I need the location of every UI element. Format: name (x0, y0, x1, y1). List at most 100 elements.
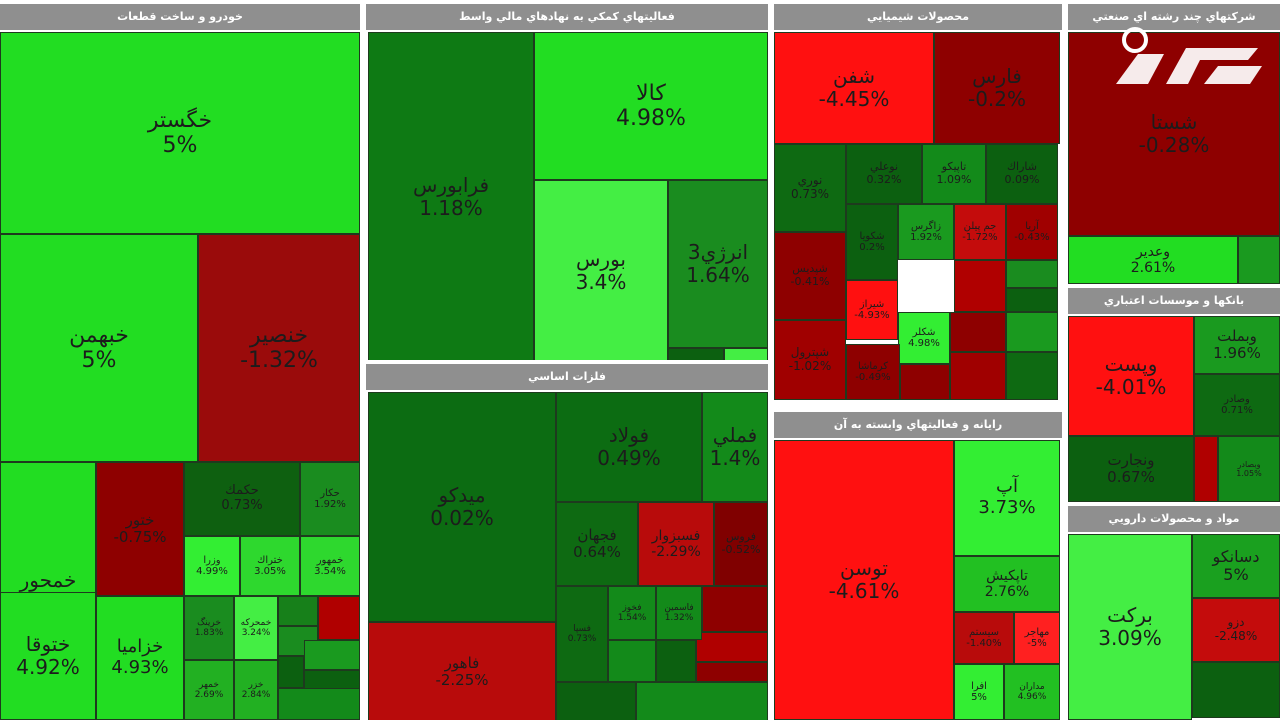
stock-tile[interactable]: خزر 2.84% (234, 660, 278, 720)
minor-stock-tile[interactable] (304, 640, 360, 670)
minor-stock-tile[interactable] (668, 348, 724, 360)
stock-tile[interactable]: فسپا 0.73% (556, 586, 608, 682)
stock-tile[interactable]: شپديس -0.41% (774, 232, 846, 320)
stock-tile[interactable]: سيستم -1.40% (954, 612, 1014, 664)
stock-tile[interactable]: فارس -0.2% (934, 32, 1060, 144)
percent-change: 3.24% (241, 628, 271, 638)
minor-stock-tile[interactable] (954, 260, 1006, 312)
stock-tile[interactable]: ختوقا 4.92% (0, 592, 96, 720)
stock-tile[interactable]: حكار 1.92% (300, 462, 360, 536)
stock-tile[interactable]: فملي 1.4% (702, 392, 768, 502)
treemap-area: وپست -4.01% وبملت 1.96% وصادر 0.71% ونجارت 0.67… (1068, 316, 1280, 502)
minor-stock-tile[interactable] (950, 312, 1006, 352)
minor-stock-tile[interactable] (318, 596, 360, 640)
stock-tile[interactable]: خزاميا 4.93% (96, 596, 184, 720)
minor-stock-tile[interactable] (556, 682, 636, 720)
minor-stock-tile[interactable] (636, 682, 768, 720)
minor-stock-tile[interactable] (1194, 436, 1218, 502)
percent-change: -0.28% (1138, 133, 1210, 157)
stock-tile[interactable]: بركت 3.09% (1068, 534, 1192, 720)
stock-tile[interactable]: خگستر 5% (0, 32, 360, 234)
stock-tile[interactable]: شاراك 0.09% (986, 144, 1058, 204)
minor-stock-tile[interactable] (1192, 662, 1280, 718)
stock-symbol: فاسمين (664, 602, 694, 613)
stock-tile[interactable]: فروس -0.52% (714, 502, 768, 586)
minor-stock-tile[interactable] (1238, 236, 1280, 284)
stock-tile[interactable]: دزو -2.48% (1192, 598, 1280, 662)
minor-stock-tile[interactable] (278, 688, 360, 720)
minor-stock-tile[interactable] (696, 662, 768, 682)
stock-tile[interactable]: شكلر 4.98% (898, 312, 950, 364)
stock-tile[interactable]: آريا -0.43% (1006, 204, 1058, 260)
stock-tile[interactable]: فسبزوار -2.29% (638, 502, 714, 586)
percent-change: 1.4% (709, 446, 761, 470)
stock-tile[interactable]: شپترول -1.02% (774, 320, 846, 400)
minor-stock-tile[interactable] (900, 364, 950, 400)
stock-tile[interactable]: ختور -0.75% (96, 462, 184, 596)
percent-change: 1.18% (419, 196, 483, 220)
percent-change: 1.09% (936, 173, 972, 186)
stock-tile[interactable]: كرماشا -0.49% (846, 344, 900, 400)
stock-tile[interactable]: خمحركه 3.24% (234, 596, 278, 660)
stock-tile[interactable]: خمهر 2.69% (184, 660, 234, 720)
stock-tile[interactable]: فجهان 0.64% (556, 502, 638, 586)
treemap-area: فرابورس 1.18% كالا 4.98% بورس 3.4% انرژي3 1.64% (366, 32, 768, 360)
stock-tile[interactable]: فولاد 0.49% (556, 392, 702, 502)
stock-tile[interactable]: خبهمن 5% (0, 234, 198, 462)
minor-stock-tile[interactable] (696, 632, 768, 662)
stock-tile[interactable]: فاسمين 1.32% (656, 586, 702, 640)
stock-tile[interactable]: كالا 4.98% (534, 32, 768, 180)
minor-stock-tile[interactable] (278, 656, 304, 688)
stock-tile[interactable]: تاپكيش 2.76% (954, 556, 1060, 612)
percent-change: -0.43% (1014, 232, 1050, 243)
stock-tile[interactable]: دسانكو 5% (1192, 534, 1280, 598)
stock-tile[interactable]: تاپيكو 1.09% (922, 144, 986, 204)
minor-stock-tile[interactable] (724, 348, 768, 360)
percent-change: 0.49% (597, 446, 661, 470)
stock-tile[interactable]: شكويا 0.2% (846, 204, 898, 280)
stock-tile[interactable]: وپست -4.01% (1068, 316, 1194, 436)
stock-tile[interactable]: نوري 0.73% (774, 144, 846, 232)
stock-tile[interactable]: فخوز 1.54% (608, 586, 656, 640)
stock-tile[interactable]: ختراك 3.05% (240, 536, 300, 596)
stock-tile[interactable]: وبملت 1.96% (1194, 316, 1280, 374)
minor-stock-tile[interactable] (278, 596, 318, 626)
percent-change: 5% (971, 692, 987, 703)
minor-stock-tile[interactable] (1006, 312, 1058, 352)
stock-tile[interactable]: انرژي3 1.64% (668, 180, 768, 348)
minor-stock-tile[interactable] (1006, 260, 1058, 288)
stock-tile[interactable]: فاهور -2.25% (368, 622, 556, 720)
stock-tile[interactable]: فرابورس 1.18% (368, 32, 534, 360)
percent-change: 2.76% (984, 584, 1030, 600)
minor-stock-tile[interactable] (1006, 352, 1058, 400)
stock-tile[interactable]: وعدير 2.61% (1068, 236, 1238, 284)
stock-tile[interactable]: ونجارت 0.67% (1068, 436, 1194, 502)
stock-tile[interactable]: وزرا 4.99% (184, 536, 240, 596)
minor-stock-tile[interactable] (702, 586, 768, 632)
stock-tile[interactable]: افرا 5% (954, 664, 1004, 720)
stock-tile[interactable]: جم پيلن -1.72% (954, 204, 1006, 260)
minor-stock-tile[interactable] (950, 352, 1006, 400)
stock-tile[interactable]: توسن -4.61% (774, 440, 954, 720)
stock-tile[interactable]: حكمك 0.73% (184, 462, 300, 536)
minor-stock-tile[interactable] (608, 640, 656, 682)
stock-tile[interactable]: آپ 3.73% (954, 440, 1060, 556)
stock-symbol: سيستم (969, 626, 999, 638)
stock-tile[interactable]: وصادر 0.71% (1194, 374, 1280, 436)
minor-stock-tile[interactable] (656, 640, 696, 682)
percent-change: -4.93% (854, 310, 890, 321)
stock-tile[interactable]: زاگرس 1.92% (898, 204, 954, 260)
stock-tile[interactable]: نوعلي 0.32% (846, 144, 922, 204)
stock-tile[interactable]: شيراز -4.93% (846, 280, 898, 340)
minor-stock-tile[interactable] (1006, 288, 1058, 312)
stock-tile[interactable]: خرينگ 1.83% (184, 596, 234, 660)
stock-tile[interactable]: مداران 4.96% (1004, 664, 1060, 720)
stock-tile[interactable]: شفن -4.45% (774, 32, 934, 144)
stock-tile[interactable]: ميدكو 0.02% (368, 392, 556, 622)
stock-tile[interactable]: بورس 3.4% (534, 180, 668, 360)
stock-tile[interactable]: مهاجر -5% (1014, 612, 1060, 664)
stock-tile[interactable]: خنصير -1.32% (198, 234, 360, 462)
stock-symbol: خمحور (19, 568, 77, 592)
stock-tile[interactable]: خمهور 3.54% (300, 536, 360, 596)
stock-tile[interactable]: وبصادر 1.05% (1218, 436, 1280, 502)
